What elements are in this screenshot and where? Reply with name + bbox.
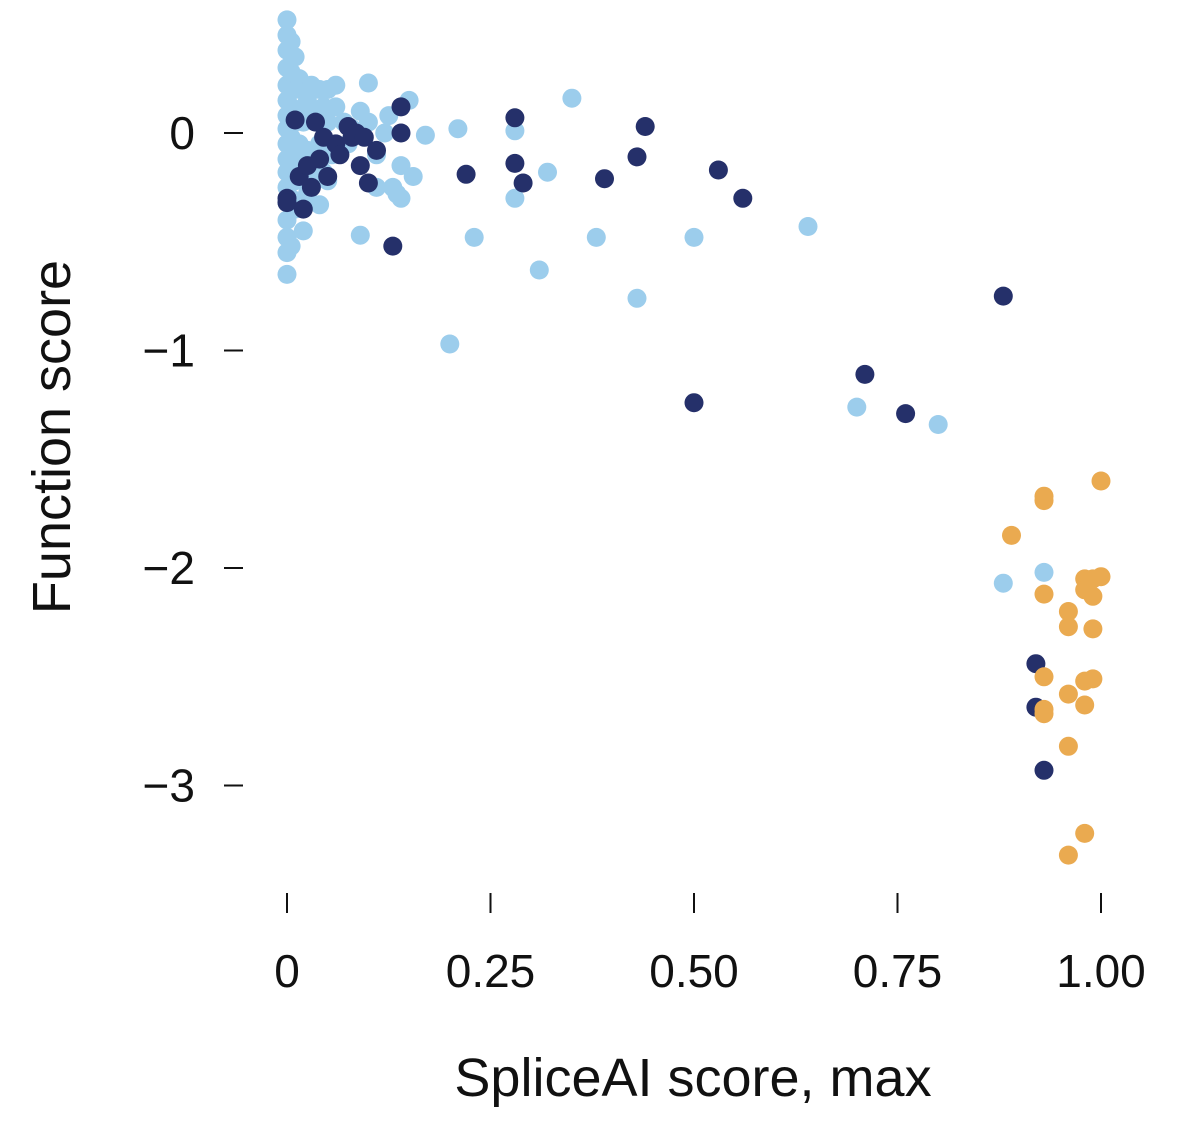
point-light-blue-70 [391, 156, 411, 176]
point-dark-navy-2 [285, 110, 305, 130]
point-dark-navy-35 [993, 286, 1013, 306]
x-tick-label-4: 1.00 [1056, 945, 1146, 997]
x-tick-label-2: 0.50 [649, 945, 739, 997]
point-light-blue-56 [326, 97, 346, 117]
point-light-blue-77 [464, 227, 484, 247]
point-dark-navy-21 [391, 97, 411, 117]
point-light-blue-37 [293, 221, 313, 241]
point-light-blue-0 [277, 10, 297, 30]
y-tick-label-2: −2 [143, 542, 195, 594]
point-dark-navy-23 [456, 164, 476, 184]
point-orange-10 [1058, 736, 1078, 756]
point-light-blue-71 [391, 188, 411, 208]
series-dark-navy [277, 97, 1054, 780]
y-tick-label-3: −3 [143, 760, 195, 812]
point-dark-navy-30 [684, 393, 704, 413]
point-orange-7 [1058, 602, 1078, 621]
point-light-blue-66 [375, 123, 395, 143]
point-orange-11 [1058, 845, 1078, 865]
point-orange-18 [1083, 586, 1103, 606]
point-dark-navy-33 [855, 364, 875, 384]
point-orange-16 [1075, 823, 1095, 843]
x-axis-title: SpliceAI score, max [454, 1048, 931, 1108]
x-tick-label-3: 0.75 [853, 945, 943, 997]
x-axis: 0 0.25 0.50 0.75 1.00 [274, 893, 1146, 997]
point-light-blue-85 [684, 227, 704, 247]
point-light-blue-88 [928, 415, 948, 434]
point-light-blue-62 [358, 112, 378, 132]
point-dark-navy-17 [354, 127, 374, 147]
point-dark-navy-22 [391, 123, 411, 143]
y-axis-title: Function score [22, 260, 82, 614]
point-light-blue-16 [277, 264, 297, 284]
y-tick-label-0: 0 [169, 107, 195, 159]
point-light-blue-79 [505, 188, 525, 208]
point-dark-navy-7 [306, 112, 325, 132]
point-dark-navy-28 [627, 147, 647, 167]
point-light-blue-73 [403, 167, 423, 186]
point-dark-navy-10 [318, 167, 338, 186]
point-dark-navy-1 [277, 193, 297, 213]
point-light-blue-61 [350, 225, 370, 245]
point-dark-navy-6 [301, 177, 321, 197]
point-orange-3 [1034, 584, 1054, 604]
point-orange-2 [1034, 491, 1054, 511]
x-tick-label-0: 0 [274, 945, 300, 997]
point-light-blue-81 [538, 162, 557, 182]
point-light-blue-87 [847, 397, 867, 417]
point-dark-navy-26 [513, 173, 533, 193]
point-dark-navy-16 [350, 156, 370, 176]
x-tick-label-1: 0.25 [446, 945, 536, 997]
point-dark-navy-27 [595, 169, 614, 189]
point-dark-navy-4 [293, 199, 313, 219]
point-light-blue-76 [448, 119, 468, 139]
point-dark-navy-29 [635, 117, 655, 136]
point-light-blue-80 [529, 260, 549, 280]
point-light-blue-89 [993, 573, 1013, 593]
point-orange-0 [1002, 525, 1021, 545]
series-light-blue [277, 10, 1054, 593]
point-orange-4 [1034, 667, 1054, 687]
point-light-blue-90 [1034, 562, 1054, 582]
point-light-blue-82 [562, 88, 582, 108]
point-dark-navy-18 [358, 173, 378, 193]
point-light-blue-48 [310, 195, 330, 215]
point-dark-navy-32 [733, 188, 753, 208]
point-dark-navy-20 [383, 236, 403, 256]
point-light-blue-83 [586, 227, 606, 247]
point-dark-navy-31 [708, 160, 728, 180]
point-dark-navy-19 [367, 140, 386, 160]
point-light-blue-63 [358, 73, 378, 93]
point-light-blue-86 [798, 217, 818, 236]
point-orange-9 [1058, 684, 1078, 704]
point-light-blue-74 [415, 125, 435, 145]
point-orange-21 [1091, 471, 1111, 491]
point-light-blue-84 [627, 288, 647, 308]
point-dark-navy-24 [505, 108, 525, 128]
point-light-blue-17 [281, 32, 301, 52]
point-orange-15 [1075, 695, 1095, 715]
y-axis: 0 −1 −2 −3 [143, 107, 243, 812]
point-orange-8 [1058, 617, 1078, 637]
point-orange-6 [1034, 704, 1054, 724]
point-light-blue-23 [281, 236, 301, 256]
point-orange-19 [1083, 619, 1103, 639]
point-light-blue-55 [326, 75, 346, 95]
series-orange [1002, 471, 1111, 865]
point-dark-navy-34 [896, 404, 916, 424]
points-layer [277, 10, 1111, 865]
point-dark-navy-12 [330, 145, 350, 165]
point-light-blue-78 [505, 121, 525, 141]
point-orange-22 [1091, 567, 1111, 587]
point-orange-20 [1083, 669, 1103, 689]
point-dark-navy-38 [1034, 760, 1054, 780]
point-dark-navy-8 [310, 149, 330, 169]
y-tick-label-1: −1 [143, 325, 195, 377]
point-light-blue-24 [285, 47, 305, 67]
point-dark-navy-25 [505, 153, 525, 173]
point-light-blue-75 [440, 334, 460, 354]
